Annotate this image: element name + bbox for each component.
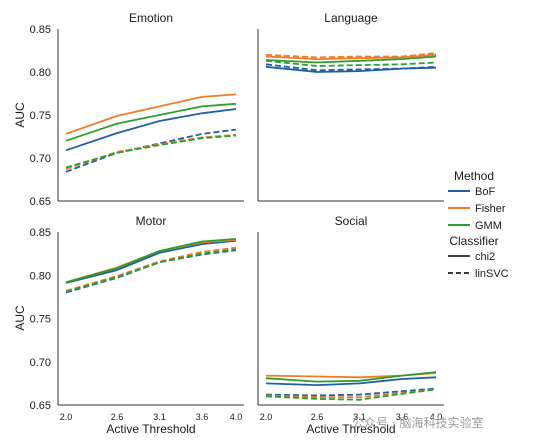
panel-title-language: Language [324, 11, 378, 25]
x-tick-label-social: 2.6 [311, 412, 324, 422]
y-tick-label-motor: 0.70 [30, 357, 51, 369]
series-line-social-bof-chi2 [265, 376, 437, 387]
series-line-emotion-gmm-chi2 [65, 102, 237, 142]
series-line-motor-fisher-linsvc [65, 246, 237, 292]
y-tick-label-motor: 0.65 [30, 400, 51, 412]
y-axis-label: AUC [13, 305, 27, 331]
series-line-social-gmm-linsvc [265, 388, 437, 401]
watermark-text: 公众号 · 脑海科技实验室 [352, 416, 484, 430]
series-line-motor-gmm-chi2 [65, 238, 237, 284]
x-tick-label-social: 3.1 [353, 412, 366, 422]
series-line-social-gmm-chi2 [265, 371, 437, 383]
x-tick-label-motor: 4.0 [230, 412, 243, 422]
legend-method-title: Method [454, 169, 494, 183]
series-line-motor-bof-chi2 [65, 239, 237, 284]
x-tick-label-motor: 3.1 [153, 412, 166, 422]
series-line-language-fisher-chi2 [265, 53, 437, 60]
series-line-emotion-fisher-linsvc [65, 133, 237, 171]
x-tick-label-social: 4.0 [430, 412, 443, 422]
y-tick-label-emotion: 0.70 [30, 153, 51, 165]
y-tick-label-emotion: 0.75 [30, 110, 51, 122]
legend-label-gmm: GMM [475, 220, 502, 232]
series-line-emotion-bof-linsvc [65, 128, 237, 173]
y-tick-label-motor: 0.80 [30, 270, 51, 282]
x-tick-label-motor: 3.6 [196, 412, 209, 422]
x-tick-label-motor: 2.0 [60, 412, 73, 422]
series-line-language-gmm-chi2 [265, 55, 437, 64]
series-line-emotion-bof-chi2 [65, 108, 237, 152]
series-line-social-bof-linsvc [265, 387, 437, 397]
x-axis-label: Active Threshold [106, 422, 195, 436]
series-line-language-fisher-linsvc [265, 52, 437, 59]
legend-classifier-title: Classifier [449, 234, 498, 248]
legend-label-bof: BoF [475, 186, 495, 198]
legend-label-chi2: chi2 [475, 251, 495, 263]
x-axis-label: Active Threshold [306, 422, 395, 436]
series-line-language-gmm-linsvc [265, 59, 437, 67]
series-line-language-bof-linsvc [265, 63, 437, 72]
x-tick-label-social: 2.0 [260, 412, 273, 422]
y-axis-label: AUC [13, 102, 27, 128]
y-tick-label-emotion: 0.85 [30, 24, 51, 36]
x-tick-label-motor: 2.6 [111, 412, 124, 422]
series-line-emotion-fisher-chi2 [65, 93, 237, 135]
x-tick-label-social: 3.6 [396, 412, 409, 422]
panel-title-emotion: Emotion [129, 11, 173, 25]
y-tick-label-emotion: 0.80 [30, 67, 51, 79]
y-tick-label-motor: 0.75 [30, 314, 51, 326]
legend-label-fisher: Fisher [475, 203, 506, 215]
y-tick-label-emotion: 0.65 [30, 196, 51, 208]
legend-label-linsvc: linSVC [475, 268, 509, 280]
y-tick-label-motor: 0.85 [30, 227, 51, 239]
panel-title-motor: Motor [136, 214, 167, 228]
panel-title-social: Social [335, 214, 368, 228]
